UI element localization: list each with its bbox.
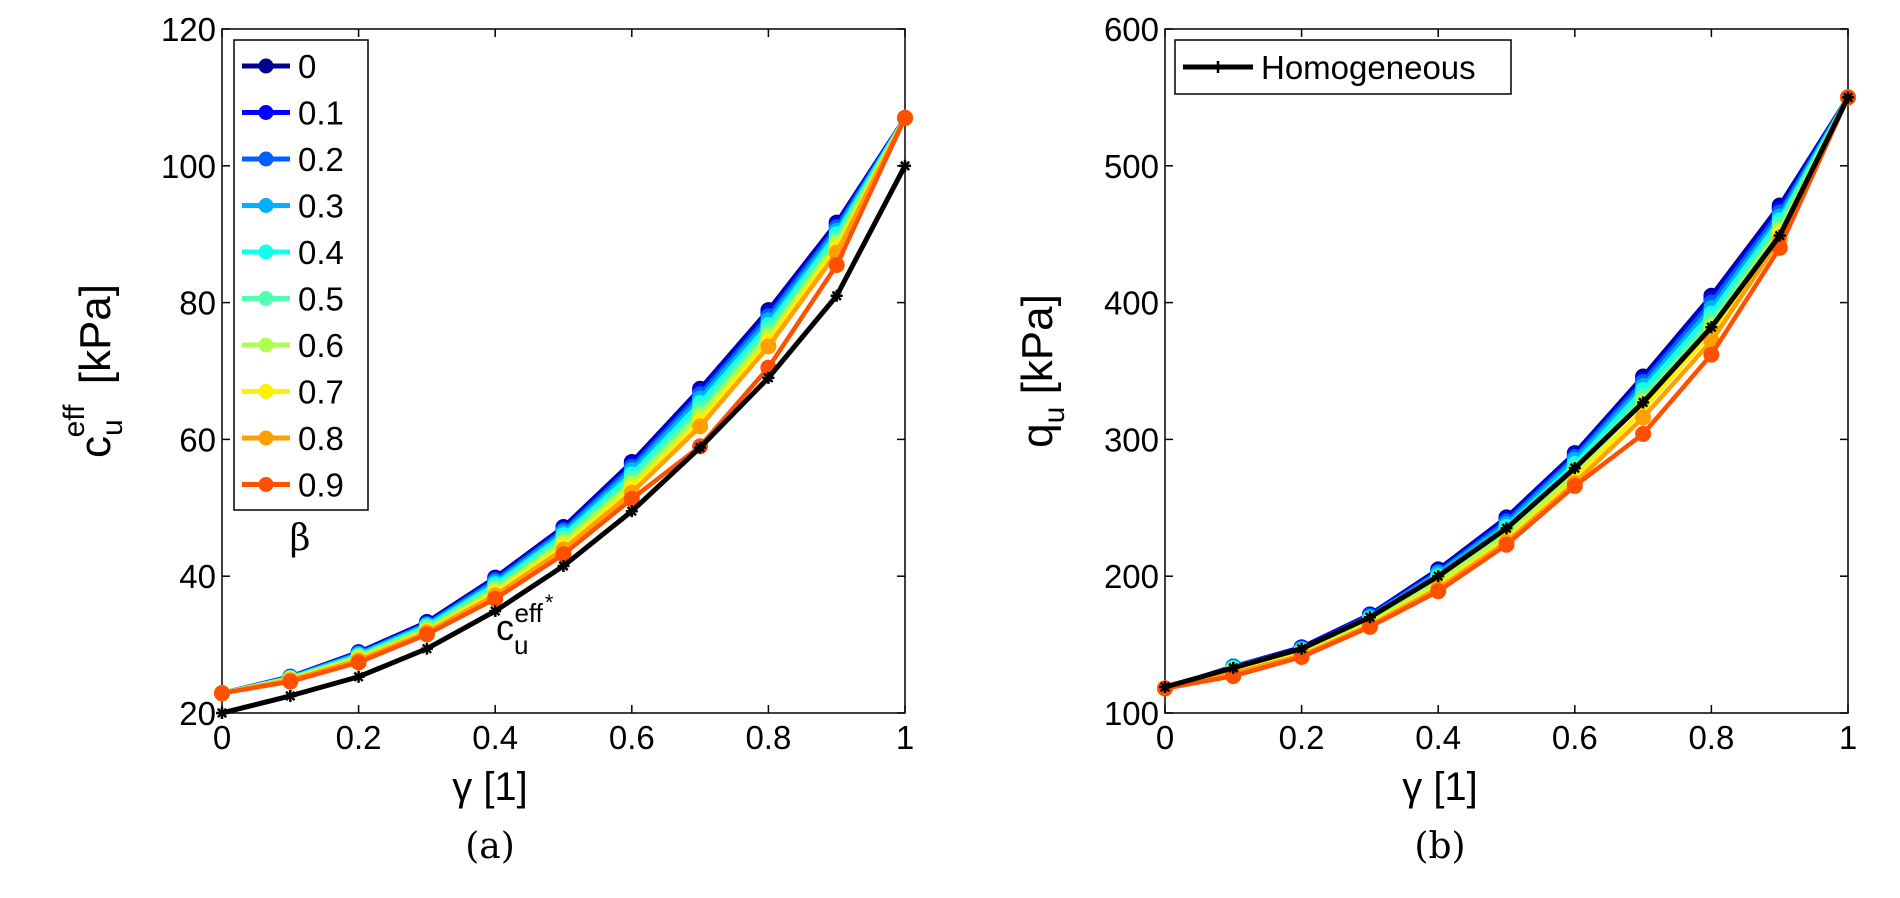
x-tick-label: 0.2	[336, 719, 382, 756]
x-tick-label: 0.6	[609, 719, 655, 756]
panel-label: (a)	[465, 826, 515, 867]
data-point-star	[1295, 642, 1308, 655]
data-point-star	[1637, 396, 1650, 409]
y-tick-label: 100	[161, 148, 216, 185]
data-point-star	[1500, 522, 1513, 535]
legend-entry-label: 0.3	[298, 188, 344, 225]
legend-marker	[258, 198, 274, 213]
x-tick-label: 0.2	[1279, 719, 1325, 756]
legend-entry-label: 0	[298, 48, 316, 85]
legend-entry-label: 0.7	[298, 374, 344, 411]
y-axis-label: cueff [kPa]	[58, 284, 129, 458]
legend-box	[233, 39, 369, 511]
legend-marker	[258, 291, 274, 306]
data-point	[1430, 583, 1447, 600]
data-point	[1566, 477, 1583, 494]
data-point-star	[352, 670, 365, 683]
x-tick-label: 0.4	[1415, 719, 1461, 756]
legend-marker	[258, 151, 274, 167]
y-tick-label: 20	[179, 695, 216, 732]
data-point	[418, 626, 435, 643]
legend-marker	[258, 58, 274, 74]
chart-panel-b: 0 0.2 0.4 0.6 0.8 1 100 200 300 400 500 600 γ [1] (b)…	[1013, 11, 1857, 867]
x-axis-label: γ [1]	[1402, 765, 1478, 809]
x-tick-label: 0.6	[1552, 719, 1598, 756]
data-point-star	[625, 505, 638, 518]
data-point	[282, 673, 299, 690]
data-point-star	[830, 289, 843, 302]
plot-area	[1164, 28, 1849, 714]
legend: Homogeneous	[1174, 39, 1512, 95]
y-tick-label: 60	[179, 421, 216, 458]
series-layer	[1157, 89, 1856, 697]
x-tick-label: 0.8	[745, 719, 791, 756]
data-point-star	[420, 642, 433, 655]
legend-marker	[258, 244, 274, 260]
panel-label: (b)	[1414, 826, 1465, 867]
data-point	[350, 654, 367, 671]
data-point	[1703, 346, 1720, 363]
y-tick-label: 80	[179, 285, 216, 322]
legend-entry-label: Homogeneous	[1261, 49, 1476, 86]
legend-entry-label: 0.2	[298, 141, 344, 178]
data-point-star	[1432, 570, 1445, 583]
x-tick-label: 0.8	[1688, 719, 1734, 756]
y-tick-label: 200	[1104, 558, 1159, 595]
x-tick-label: 1	[1839, 719, 1857, 756]
y-tick-label: 600	[1104, 11, 1159, 48]
data-point-star	[216, 707, 228, 719]
x-tick-label: 0	[1156, 719, 1174, 756]
y-tick-label: 400	[1104, 285, 1159, 322]
legend-marker	[258, 430, 274, 446]
data-point-star	[284, 689, 297, 702]
data-point-star	[1363, 611, 1376, 624]
legend-marker	[258, 384, 274, 399]
legend: 0 0.1 0.2 0.3 0.4 0.5 0.6 0.7 0.8 0.9	[233, 39, 369, 511]
legend-entry-label: 0.8	[298, 420, 344, 457]
data-point	[214, 685, 230, 702]
data-point-star	[1842, 91, 1854, 104]
data-point-star	[557, 559, 570, 572]
legend-marker	[258, 337, 274, 353]
data-point	[487, 590, 504, 607]
data-point-star	[1227, 661, 1240, 674]
data-point	[692, 418, 709, 435]
data-point-star	[1705, 321, 1718, 334]
x-tick-label: 1	[896, 719, 914, 756]
legend-marker	[258, 105, 274, 120]
x-axis-label: γ [1]	[452, 765, 528, 809]
y-tick-label: 100	[1104, 695, 1159, 732]
y-tick-label: 40	[179, 558, 216, 595]
legend-entry-label: 0.4	[298, 234, 344, 271]
data-point-star	[899, 159, 911, 172]
data-point	[760, 338, 777, 355]
data-point-star	[1773, 229, 1786, 242]
data-point	[1635, 425, 1652, 442]
data-point-star	[694, 441, 707, 454]
data-point-star	[489, 605, 502, 618]
data-point	[1498, 536, 1515, 553]
y-axis-label: qu [kPa]	[1013, 294, 1071, 448]
data-point-star	[762, 371, 775, 384]
data-point	[897, 109, 913, 126]
legend-entry-label: 0.6	[298, 327, 344, 364]
y-tick-label: 500	[1104, 148, 1159, 185]
legend-entry-label: 0.1	[298, 95, 344, 132]
y-tick-label: 120	[161, 11, 216, 48]
annotation-label: cueff*	[496, 590, 554, 660]
x-tick-label: 0	[213, 719, 231, 756]
data-point-star	[1159, 681, 1171, 694]
legend-entry-label: 0.9	[298, 467, 344, 504]
data-point	[1635, 409, 1652, 426]
y-tick-label: 300	[1104, 421, 1159, 458]
data-point-star	[1568, 462, 1581, 475]
series-layer	[214, 109, 913, 719]
data-point	[828, 256, 845, 273]
legend-title: β	[290, 518, 311, 559]
legend-entry-label: 0.5	[298, 281, 344, 318]
legend-marker	[258, 477, 274, 492]
x-tick-label: 0.4	[472, 719, 518, 756]
